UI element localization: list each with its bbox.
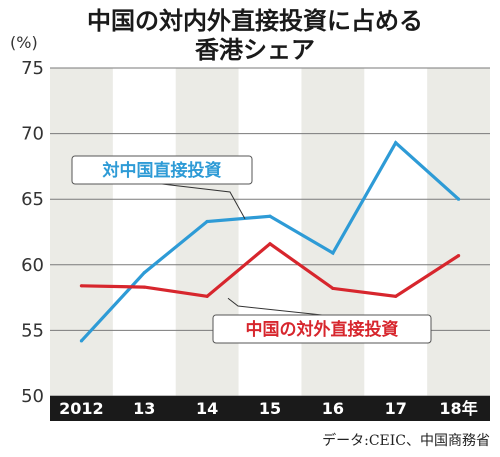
series-label-box	[71, 155, 253, 185]
data-point	[394, 141, 398, 145]
grid-lines	[50, 67, 490, 397]
y-tick-label: 55	[21, 320, 44, 341]
label-leader-line	[227, 297, 323, 316]
data-point	[205, 294, 209, 298]
x-tick-label: 18年	[439, 399, 477, 418]
data-point	[79, 339, 84, 343]
chart-title-line-2: 香港シェア	[195, 36, 315, 64]
data-point	[456, 197, 461, 201]
data-point	[142, 271, 146, 275]
source-note: データ:CEIC、中国商務省	[322, 432, 490, 449]
x-tick-label: 14	[196, 399, 218, 418]
series-label: 中国の対外直接投資	[246, 319, 399, 340]
plot-bands	[50, 68, 490, 396]
x-tick-label: 16	[322, 399, 344, 418]
y-tick-label: 75	[21, 58, 44, 79]
data-point	[331, 286, 335, 291]
label-leader-line	[161, 183, 246, 220]
y-axis-unit: (%)	[10, 33, 38, 52]
data-point	[268, 214, 272, 218]
series-label-box	[212, 314, 432, 344]
plot-band	[175, 68, 239, 396]
data-point	[268, 242, 272, 246]
y-tick-label: 65	[21, 189, 44, 210]
series-label: 対中国直接投資	[102, 160, 222, 181]
data-point	[205, 219, 209, 224]
chart-title-line-1: 中国の対内外直接投資に占める	[87, 7, 423, 35]
x-tick-label: 2012	[59, 399, 104, 418]
plot-band	[50, 68, 113, 396]
y-axis-ticks: 50 55 60 65 70 75	[21, 58, 44, 407]
series-lines	[79, 140, 461, 343]
label-leaders	[161, 183, 323, 316]
data-point	[331, 251, 335, 255]
plot-band	[301, 68, 365, 396]
x-axis-bar	[50, 396, 490, 421]
data-point	[79, 284, 84, 288]
plot-band	[427, 68, 490, 396]
x-axis-ticks: 2012 13 14 15 16 17 18年	[59, 399, 478, 418]
data-point	[394, 294, 398, 298]
x-tick-label: 13	[133, 399, 155, 418]
x-tick-label: 15	[259, 399, 281, 418]
data-point	[142, 285, 146, 289]
series-line-outward	[81, 241, 460, 298]
y-tick-label: 50	[21, 386, 44, 407]
data-point	[456, 254, 461, 258]
x-tick-label: 17	[385, 399, 407, 418]
y-tick-label: 60	[21, 255, 44, 276]
y-tick-label: 70	[21, 124, 44, 145]
